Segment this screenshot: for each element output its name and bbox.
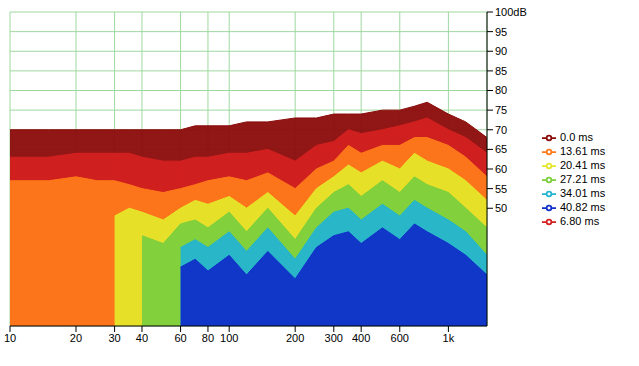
svg-text:100: 100	[220, 332, 238, 344]
svg-text:85: 85	[495, 65, 507, 77]
html-text:6.80 ms: 6.80 ms	[560, 215, 600, 228]
svg-text:60: 60	[495, 163, 507, 175]
svg-text:100dB: 100dB	[495, 6, 527, 18]
svg-text:55: 55	[495, 183, 507, 195]
svg-text:50: 50	[495, 202, 507, 214]
html-text:40.82 ms: 40.82 ms	[560, 201, 606, 214]
svg-text:80: 80	[495, 84, 507, 96]
html-text:20.41 ms: 20.41 ms	[560, 158, 606, 171]
svg-text:300: 300	[325, 332, 343, 344]
svg-text:600: 600	[391, 332, 409, 344]
svg-text:65: 65	[495, 143, 507, 155]
svg-text:80: 80	[202, 332, 214, 344]
html-text:27.21 ms: 27.21 ms	[560, 173, 606, 185]
svg-text:90: 90	[495, 45, 507, 57]
svg-text:95: 95	[495, 26, 507, 38]
svg-text:30: 30	[108, 332, 120, 344]
svg-text:10: 10	[4, 332, 16, 344]
svg-text:400: 400	[352, 332, 370, 344]
html-text:13.61 ms: 13.61 ms	[560, 144, 606, 157]
svg-text:40: 40	[136, 332, 148, 344]
svg-text:200: 200	[286, 332, 304, 344]
svg-text:75: 75	[495, 104, 507, 116]
html-text:34.01 ms: 34.01 ms	[560, 187, 606, 199]
svg-text:70: 70	[495, 124, 507, 136]
svg-text:20: 20	[70, 332, 82, 344]
svg-text:60: 60	[174, 332, 186, 344]
svg-text:1k: 1k	[443, 332, 455, 344]
html-text:0.0 ms: 0.0 ms	[560, 130, 593, 143]
